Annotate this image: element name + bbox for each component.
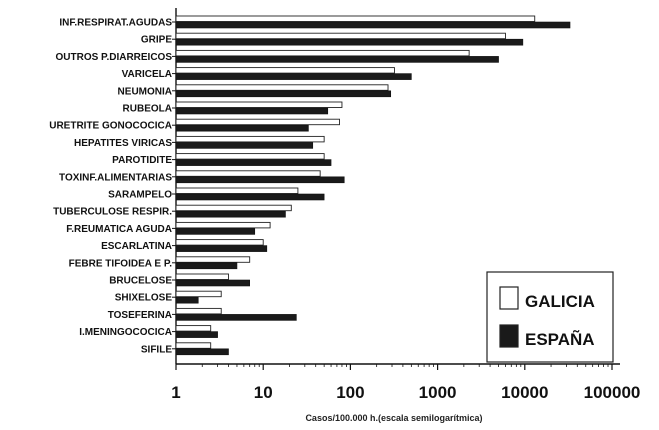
x-axis-title: Casos/100.000 h.(escala semilogarítmica)	[305, 413, 482, 423]
category-label: F.REUMATICA AGUDA	[66, 224, 172, 235]
bar-galicia	[175, 325, 212, 332]
bar-espana	[175, 56, 499, 63]
x-tick-label: 100	[336, 383, 364, 402]
bar-galicia	[175, 290, 222, 298]
category-label: SHIXELOSE	[115, 293, 173, 304]
category-label: NEUMONIA	[118, 86, 172, 97]
bar-espana	[175, 348, 229, 356]
category-label: PAROTIDITE	[112, 155, 172, 166]
category-label: SARAMPELO	[108, 190, 172, 201]
x-tick-labels: 1 10 100 1000 10000 100000	[171, 383, 640, 402]
bar-espana	[175, 124, 309, 132]
bar-galicia	[175, 273, 229, 280]
bar-espana	[175, 314, 297, 321]
bar-galicia	[175, 307, 222, 315]
bar-espana	[175, 90, 392, 98]
bar-galicia	[175, 342, 212, 349]
bar-galicia	[175, 153, 325, 160]
bar-galicia	[175, 118, 340, 126]
category-label: VARICELA	[122, 69, 172, 80]
category-label: I.MENINGOCOCICA	[79, 327, 172, 338]
bar-galicia	[175, 135, 325, 143]
category-label: TUBERCULOSE RESPIR.	[53, 207, 172, 218]
bar-galicia	[175, 15, 536, 22]
category-label: INF.RESPIRAT.AGUDAS	[59, 18, 172, 29]
bar-espana	[175, 193, 325, 201]
bar-galicia	[175, 256, 251, 263]
x-tick-label: 10	[254, 383, 273, 402]
bar-galicia	[175, 204, 292, 212]
bar-espana	[175, 245, 268, 252]
category-label: TOXINF.ALIMENTARIAS	[59, 172, 172, 183]
category-label: SIFILE	[141, 344, 172, 355]
legend-label-galicia: GALICIA	[525, 292, 595, 311]
bar-galicia	[175, 67, 395, 74]
bar-espana	[175, 210, 286, 218]
bar-galicia	[175, 187, 299, 194]
x-tick-label: 10000	[501, 383, 548, 402]
bar-espana	[175, 296, 199, 304]
bar-espana	[175, 228, 256, 235]
bar-espana	[175, 279, 250, 287]
bar-galicia	[175, 221, 271, 229]
bar-espana	[175, 107, 329, 115]
legend: GALICIA ESPAÑA	[486, 271, 614, 363]
bar-espana	[175, 176, 345, 184]
bar-espana	[175, 73, 412, 80]
bars	[175, 15, 571, 356]
legend-label-espana: ESPAÑA	[525, 329, 595, 349]
category-label: OUTROS P.DIARREICOS	[56, 52, 173, 63]
bar-galicia	[175, 84, 389, 91]
bar-galicia	[175, 101, 343, 108]
bar-galicia	[175, 170, 321, 177]
category-label: FEBRE TIFOIDEA E P.	[69, 258, 173, 269]
legend-swatch-galicia	[499, 286, 519, 310]
x-tick-label: 100000	[584, 383, 641, 402]
category-label: TOSEFERINA	[108, 310, 172, 321]
category-label: URETRITE GONOCOCICA	[49, 121, 172, 132]
bar-galicia	[175, 239, 264, 246]
bar-galicia	[175, 32, 506, 40]
bar-espana	[175, 331, 218, 338]
category-labels: INF.RESPIRAT.AGUDAS GRIPE OUTROS P.DIARREI…	[49, 18, 172, 356]
bar-espana	[175, 142, 314, 149]
bar-galicia	[175, 49, 470, 57]
bar-espana	[175, 21, 571, 29]
category-label: BRUCELOSE	[109, 276, 172, 287]
category-label: GRIPE	[141, 35, 172, 46]
category-label: ESCARLATINA	[101, 241, 172, 252]
x-tick-label: 1	[171, 383, 180, 402]
bar-espana	[175, 262, 238, 270]
category-label: HEPATITES VIRICAS	[74, 138, 172, 149]
bar-espana	[175, 38, 524, 46]
category-label: RUBEOLA	[123, 104, 172, 115]
x-tick-label: 1000	[419, 383, 457, 402]
legend-swatch-espana	[499, 324, 519, 348]
bar-espana	[175, 159, 332, 166]
